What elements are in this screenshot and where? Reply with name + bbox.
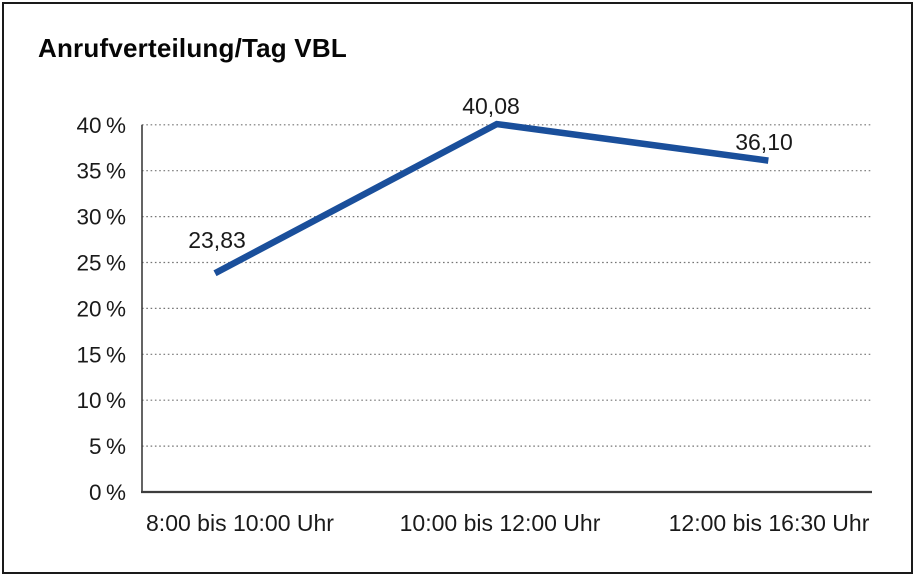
- y-tick-label: 35 %: [76, 159, 126, 184]
- data-point-label: 40,08: [462, 93, 520, 119]
- x-axis-label: 12:00 bis 16:30 Uhr: [669, 510, 870, 536]
- y-tick-label: 25 %: [76, 251, 126, 276]
- y-tick-label: 40 %: [76, 113, 126, 138]
- x-axis-label: 10:00 bis 12:00 Uhr: [400, 510, 601, 536]
- y-tick-label: 15 %: [76, 342, 126, 367]
- y-tick-label: 10 %: [76, 388, 126, 413]
- y-tick-label: 5 %: [89, 434, 126, 459]
- x-axis-label: 8:00 bis 10:00 Uhr: [146, 510, 334, 536]
- data-series-line: [213, 120, 769, 277]
- y-tick-label: 0 %: [89, 480, 126, 505]
- data-point-label: 36,10: [735, 129, 793, 155]
- chart-title: Anrufverteilung/Tag VBL: [38, 33, 347, 63]
- y-tick-label: 20 %: [76, 296, 126, 321]
- data-point-label: 23,83: [188, 227, 246, 253]
- y-tick-label: 30 %: [76, 205, 126, 230]
